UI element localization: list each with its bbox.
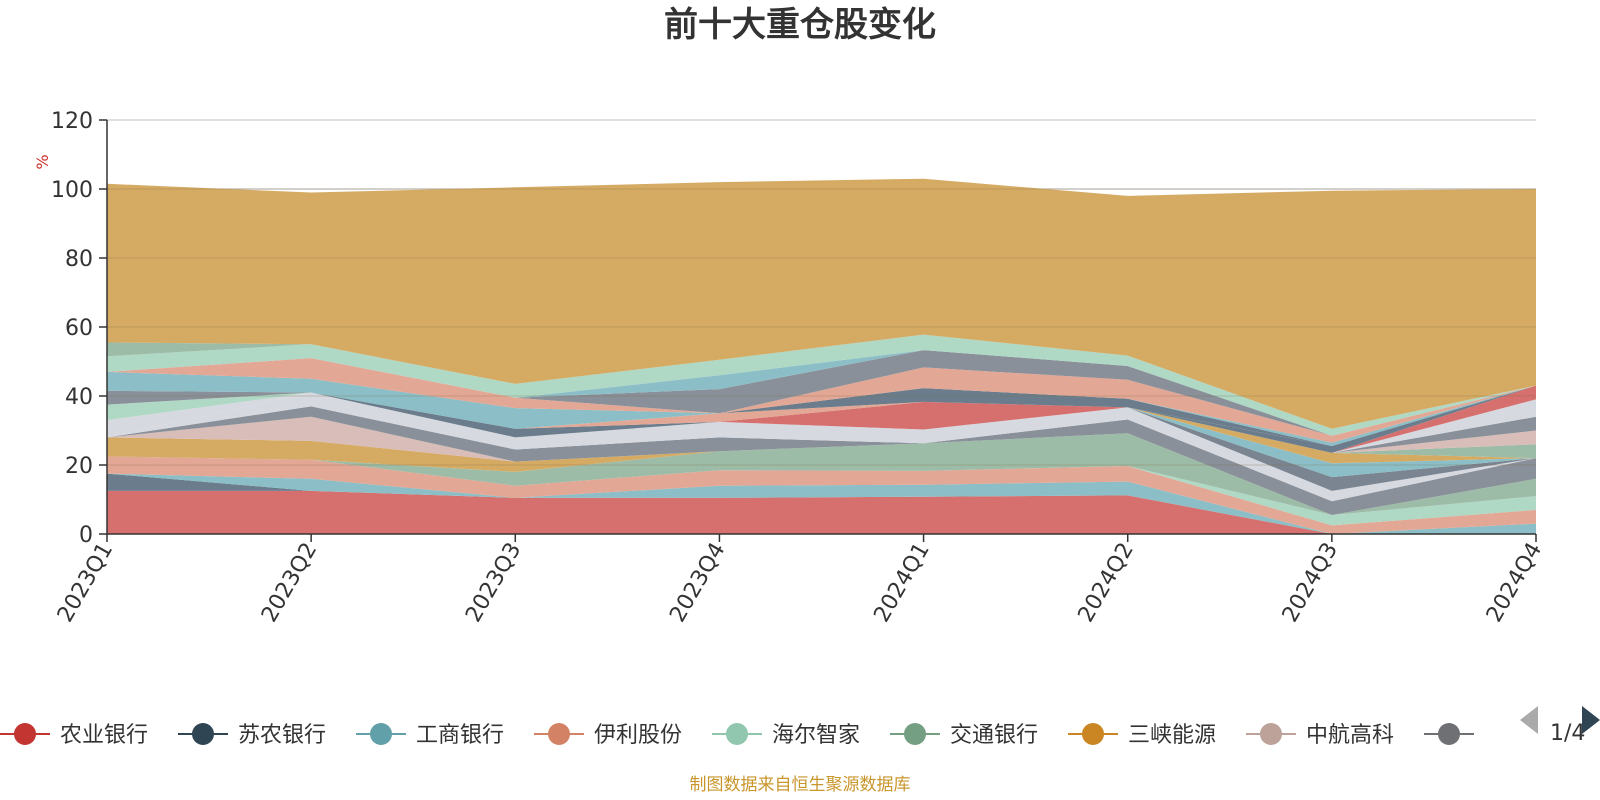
legend-next-page-icon[interactable] [1582, 706, 1600, 734]
x-tick-label: 2024Q4 [1482, 539, 1547, 627]
legend-page-indicator: 1/4 [1550, 721, 1585, 746]
legend-item[interactable]: 工商银行 [356, 723, 504, 748]
legend-swatch-marker [1082, 723, 1104, 745]
legend-item[interactable]: 伊利股份 [534, 723, 682, 748]
y-axis-unit-label: % [33, 154, 52, 169]
x-tick-label: 2024Q1 [869, 539, 934, 627]
y-tick-label: 80 [65, 247, 93, 272]
legend-label: 苏农银行 [238, 723, 326, 748]
x-tick-label: 2023Q4 [665, 539, 730, 627]
area-layer [107, 392, 1536, 464]
y-tick-label: 100 [51, 178, 93, 203]
legend-label: 农业银行 [60, 723, 148, 748]
legend-swatch-marker [726, 723, 748, 745]
legend-swatch-marker [14, 723, 36, 745]
area-layer [107, 416, 1536, 515]
legend-label: 交通银行 [950, 723, 1038, 748]
area-layer [107, 178, 1536, 429]
legend-swatch-marker [192, 723, 214, 745]
area-layer [107, 473, 1536, 534]
area-layer [107, 433, 1536, 515]
x-tick-label: 2024Q3 [1278, 539, 1343, 627]
area-layer [107, 406, 1536, 515]
area-layer [107, 392, 1536, 478]
area-layer [107, 456, 1536, 526]
y-tick-label: 120 [51, 109, 93, 134]
legend-item[interactable]: 海尔智家 [712, 723, 860, 748]
chart-title: 前十大重仓股变化 [664, 5, 936, 45]
legend-label: 伊利股份 [594, 723, 682, 748]
legend-item[interactable] [1424, 723, 1474, 745]
legend-label: 中航高科 [1306, 723, 1394, 748]
legend-prev-page-icon[interactable] [1520, 706, 1538, 734]
area-layer [107, 392, 1536, 459]
legend-item[interactable]: 苏农银行 [178, 723, 326, 748]
legend-item[interactable]: 中航高科 [1246, 723, 1394, 748]
area-layer [107, 350, 1536, 436]
legend-swatch-marker [1260, 723, 1282, 745]
area-layer [107, 385, 1536, 453]
legend-swatch-marker [1438, 723, 1460, 745]
area-layer [107, 392, 1536, 491]
legend: 农业银行 苏农银行 工商银行 伊利股份 海尔智家 交通银行 三峡能源 中航高科 [0, 723, 1474, 748]
legend-item[interactable]: 三峡能源 [1068, 723, 1216, 748]
area-layer [107, 433, 1536, 515]
data-source-note: 制图数据来自恒生聚源数据库 [690, 775, 911, 795]
legend-label: 工商银行 [416, 723, 504, 748]
legend-item[interactable]: 农业银行 [0, 723, 148, 748]
x-tick-label: 2023Q1 [53, 539, 118, 627]
x-tick-label: 2023Q3 [461, 539, 526, 627]
legend-label: 海尔智家 [772, 723, 860, 748]
x-tick-label: 2023Q2 [257, 539, 322, 627]
area-layer [107, 358, 1536, 443]
area-layers [107, 178, 1536, 534]
y-tick-label: 20 [65, 454, 93, 479]
legend-pager: 1/4 [1520, 706, 1600, 746]
area-layer [107, 490, 1536, 534]
y-tick-label: 0 [79, 523, 93, 548]
legend-swatch-marker [370, 723, 392, 745]
legend-swatch-marker [904, 723, 926, 745]
legend-item[interactable]: 交通银行 [890, 723, 1038, 748]
y-tick-label: 60 [65, 316, 93, 341]
legend-swatch-marker [548, 723, 570, 745]
area-layer [107, 371, 1536, 446]
area-layer [107, 334, 1536, 436]
area-layer [107, 334, 1536, 429]
x-tick-label: 2024Q2 [1074, 539, 1139, 627]
area-layer [107, 456, 1536, 534]
legend-label: 三峡能源 [1128, 723, 1216, 748]
y-tick-label: 40 [65, 385, 93, 410]
area-layer [107, 392, 1536, 453]
